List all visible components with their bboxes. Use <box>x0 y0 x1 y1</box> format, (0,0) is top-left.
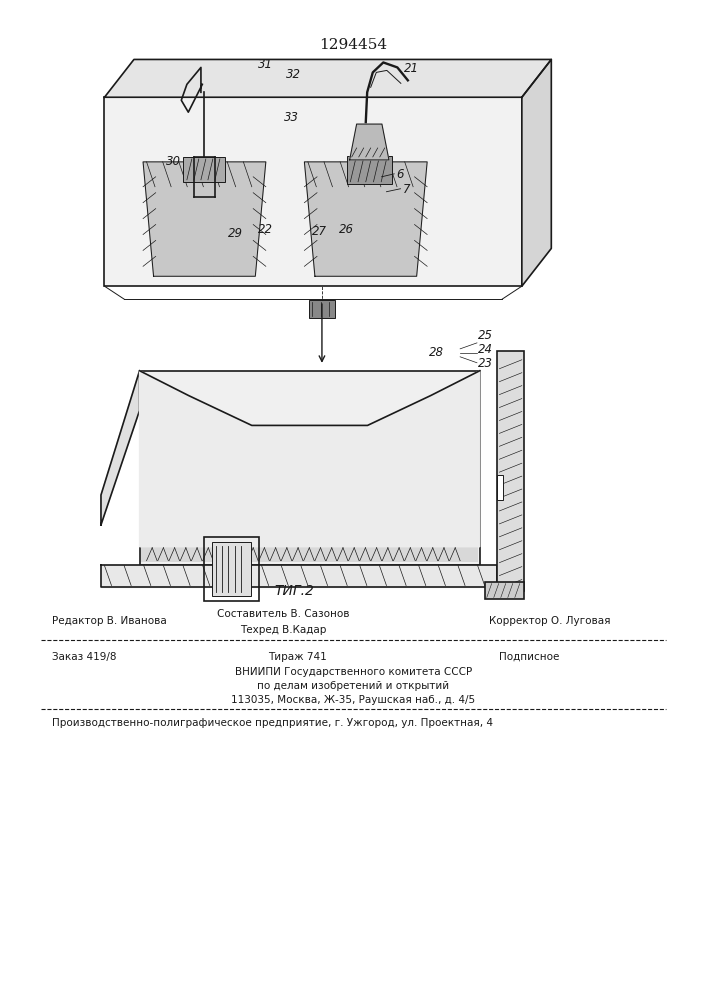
Text: 24: 24 <box>479 343 493 356</box>
Text: Производственно-полиграфическое предприятие, г. Ужгород, ул. Проектная, 4: Производственно-полиграфическое предприя… <box>52 718 493 728</box>
Bar <box>485 582 524 599</box>
Text: 30: 30 <box>165 155 181 168</box>
Text: Техред В.Кадар: Техред В.Кадар <box>240 625 327 635</box>
Polygon shape <box>305 162 427 276</box>
Text: 6: 6 <box>396 168 404 181</box>
Text: Корректор О. Луговая: Корректор О. Луговая <box>489 616 611 626</box>
Polygon shape <box>105 59 551 97</box>
Polygon shape <box>143 162 266 276</box>
Text: 23: 23 <box>479 357 493 370</box>
Text: 32: 32 <box>286 68 301 81</box>
Bar <box>347 156 392 184</box>
Bar <box>141 547 479 562</box>
Text: Составитель В. Сазонов: Составитель В. Сазонов <box>217 609 349 619</box>
Text: 33: 33 <box>284 111 299 124</box>
Text: 29: 29 <box>228 227 243 240</box>
Text: 31: 31 <box>258 58 274 71</box>
Polygon shape <box>350 124 389 160</box>
Text: 26: 26 <box>339 223 354 236</box>
Text: ВНИИПИ Государственного комитета СССР: ВНИИПИ Государственного комитета СССР <box>235 667 472 677</box>
Polygon shape <box>101 565 497 587</box>
Polygon shape <box>101 371 139 525</box>
Polygon shape <box>522 59 551 286</box>
Bar <box>309 300 334 318</box>
Bar <box>204 537 259 601</box>
Bar <box>497 475 503 500</box>
Text: 27: 27 <box>312 225 327 238</box>
Bar <box>183 157 226 182</box>
Text: 113035, Москва, Ж-35, Раушская наб., д. 4/5: 113035, Москва, Ж-35, Раушская наб., д. … <box>231 695 476 705</box>
Text: Редактор В. Иванова: Редактор В. Иванова <box>52 616 167 626</box>
Bar <box>139 371 480 565</box>
Text: 21: 21 <box>404 62 419 75</box>
Text: Подписное: Подписное <box>498 652 559 662</box>
Bar <box>497 351 524 591</box>
Text: ΤИГ.2: ΤИГ.2 <box>274 584 314 598</box>
Text: 28: 28 <box>428 346 444 359</box>
Text: Заказ 419/8: Заказ 419/8 <box>52 652 117 662</box>
Bar <box>105 97 522 286</box>
Polygon shape <box>139 371 480 547</box>
Text: Тираж 741: Тираж 741 <box>268 652 327 662</box>
Text: 7: 7 <box>403 183 411 196</box>
Text: по делам изобретений и открытий: по делам изобретений и открытий <box>257 681 450 691</box>
Text: 25: 25 <box>479 329 493 342</box>
Bar <box>212 542 251 596</box>
Text: 1294454: 1294454 <box>320 38 387 52</box>
Text: 22: 22 <box>257 223 273 236</box>
